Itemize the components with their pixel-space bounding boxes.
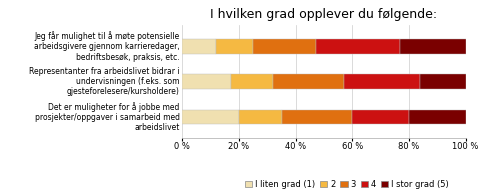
Bar bbox=[281, 110, 352, 124]
Bar bbox=[253, 39, 315, 54]
Bar bbox=[216, 39, 253, 54]
Bar bbox=[182, 74, 230, 89]
Bar bbox=[182, 39, 216, 54]
Bar bbox=[230, 74, 273, 89]
Bar bbox=[182, 110, 239, 124]
Legend: I liten grad (1), 2, 3, 4, I stor grad (5): I liten grad (1), 2, 3, 4, I stor grad (… bbox=[241, 176, 452, 192]
Bar bbox=[315, 39, 400, 54]
Bar bbox=[352, 110, 409, 124]
Title: I hvilken grad opplever du følgende:: I hvilken grad opplever du følgende: bbox=[210, 8, 438, 21]
Bar bbox=[344, 74, 420, 89]
Bar bbox=[420, 74, 466, 89]
Bar bbox=[273, 74, 344, 89]
Bar bbox=[239, 110, 281, 124]
Bar bbox=[400, 39, 466, 54]
Bar bbox=[409, 110, 466, 124]
